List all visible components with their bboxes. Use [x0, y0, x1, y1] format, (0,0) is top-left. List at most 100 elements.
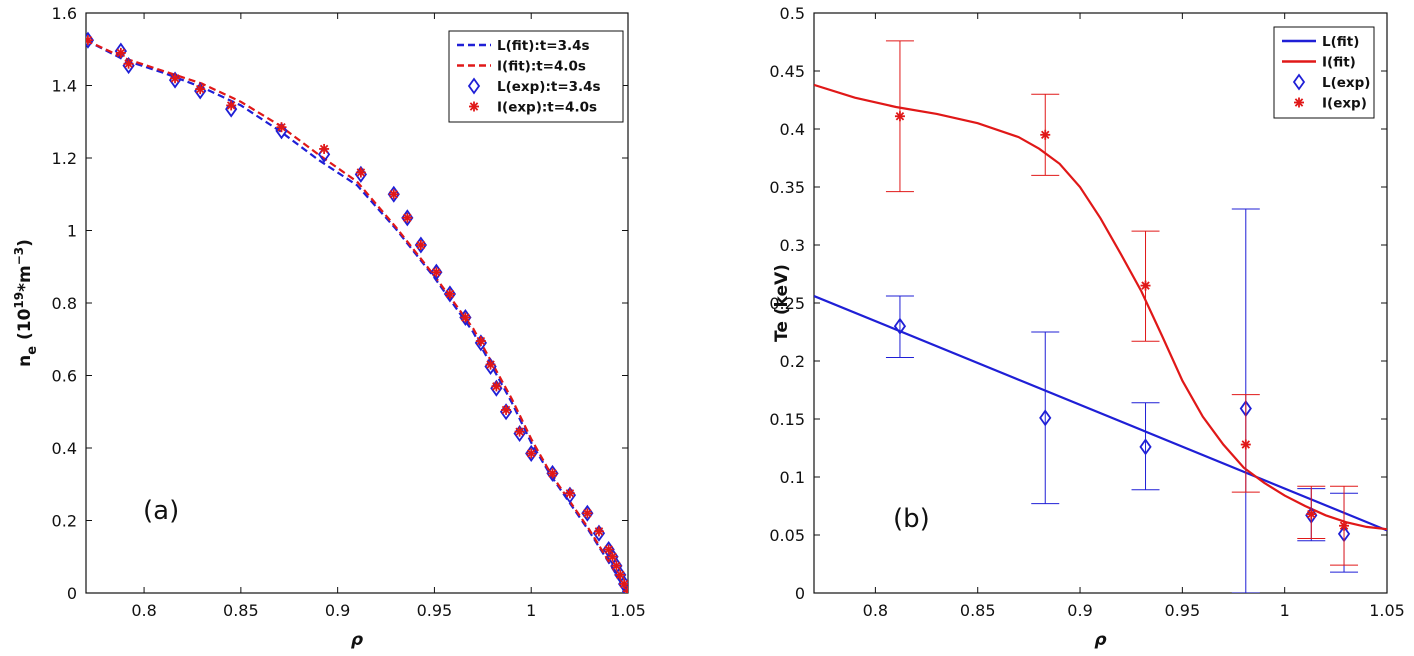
- plot-area: [814, 40, 1387, 593]
- x-tick-label: 0.9: [1067, 601, 1092, 620]
- data-point-stroke: [226, 101, 236, 110]
- data-point: [582, 508, 593, 519]
- series-l-fit-t-3-4s-line: [86, 39, 628, 593]
- data-point-stroke: [565, 489, 575, 498]
- data-point-stroke: [608, 552, 617, 561]
- series-l-fit--line: [814, 294, 1387, 532]
- y-tick-label: 0: [795, 584, 805, 603]
- chart-panel-b: 0.8 0.85 0.9 0.95 1 1.05 0 0.05 0.1 0.15 0.2 0.25 0.…: [769, 4, 1404, 650]
- y-tick-label: 1.6: [52, 4, 77, 23]
- data-point-stroke: [416, 240, 426, 250]
- y-axis-label-part: n: [15, 355, 35, 367]
- data-point-stroke: [170, 74, 180, 83]
- x-tick-label: 0.85: [960, 601, 996, 620]
- data-point-stroke: [623, 586, 628, 593]
- data-point: [1039, 409, 1052, 427]
- data-point-stroke: [356, 168, 366, 177]
- data-point: [491, 381, 502, 392]
- data-point: [460, 312, 471, 323]
- x-tick-label: 0.85: [223, 601, 259, 620]
- y-tick-label: 0.1: [780, 468, 805, 487]
- series-i-fit--line: [814, 83, 1387, 531]
- data-point-stroke: [895, 112, 905, 121]
- data-point-stroke: [476, 336, 486, 346]
- data-point: [475, 336, 486, 347]
- y-tick-label: 0.35: [769, 178, 805, 197]
- data-point: [355, 167, 366, 178]
- legend-swatch: [1294, 97, 1304, 108]
- data-point-stroke: [277, 122, 286, 132]
- x-tick-label: 0.95: [1165, 601, 1201, 620]
- data-point-stroke: [1241, 440, 1251, 449]
- x-axis-label: ρ: [351, 630, 363, 650]
- data-point-stroke: [195, 84, 205, 94]
- data-point-stroke: [486, 360, 495, 369]
- data-point: [225, 100, 238, 118]
- data-point-stroke: [116, 48, 126, 58]
- series-i-exp-t-4-0s-markers: [86, 35, 628, 593]
- data-point: [319, 143, 330, 154]
- x-tick-label: 0.95: [417, 601, 453, 620]
- data-point: [415, 240, 426, 250]
- x-tick-label: 0.9: [325, 601, 350, 620]
- data-point: [514, 426, 525, 437]
- data-point: [893, 317, 907, 335]
- y-tick-label: 0.2: [780, 352, 805, 371]
- data-point: [170, 73, 181, 84]
- y-axis-label-part: *m: [15, 265, 35, 292]
- data-point: [226, 100, 237, 111]
- data-point: [611, 560, 622, 571]
- data-point: [1306, 509, 1317, 520]
- y-tick-label: 0.8: [52, 294, 77, 313]
- data-point: [607, 551, 618, 562]
- data-point-stroke: [445, 289, 455, 299]
- data-point-stroke: [319, 144, 329, 154]
- y-axis-label-part: ): [15, 239, 35, 247]
- data-point: [619, 578, 628, 589]
- x-tick-label: 0.8: [863, 601, 888, 620]
- y-axis-label-part: 19: [12, 292, 26, 309]
- data-point: [603, 544, 614, 555]
- data-point-stroke: [616, 570, 625, 580]
- series-i-fit-t-4-0s-line: [86, 39, 628, 593]
- y-tick-label: 1: [67, 222, 77, 241]
- data-point: [444, 288, 455, 299]
- data-point: [1040, 129, 1051, 140]
- y-tick-label: 0.3: [780, 236, 805, 255]
- data-point-stroke: [389, 190, 399, 199]
- panel-label: (a): [143, 496, 179, 526]
- data-point: [276, 122, 287, 133]
- panel-label: (b): [893, 504, 930, 534]
- legend: L(fit):t=3.4s I(fit):t=4.0s L(exp):t=3.4s I…: [448, 30, 624, 123]
- chart-panel-a: 0.8 0.85 0.9 0.95 1 1.05 0 0.2 0.4 0.6 0.8 1 1.2 1.4 1…: [12, 4, 646, 650]
- y-axis-label: ne (1019*m−3): [12, 239, 40, 367]
- legend-swatch: [469, 101, 479, 112]
- data-point-stroke: [612, 561, 621, 571]
- data-point: [593, 526, 604, 537]
- y-tick-label: 0.6: [52, 367, 77, 386]
- x-tick-label: 1.05: [610, 601, 646, 620]
- data-point: [564, 488, 575, 499]
- data-point: [1139, 438, 1152, 456]
- y-tick-label: 0.5: [780, 4, 805, 23]
- legend-swatch-stroke: [1294, 98, 1304, 107]
- x-tick-label: 0.8: [131, 601, 156, 620]
- data-point-stroke: [86, 35, 93, 44]
- data-point-stroke: [403, 213, 412, 223]
- legend-swatch-stroke: [469, 102, 479, 111]
- legend-entry-label: I(fit):t=4.0s: [497, 59, 586, 75]
- data-point-stroke: [432, 267, 441, 277]
- data-point: [485, 359, 496, 370]
- data-point: [501, 404, 512, 415]
- data-point: [1140, 280, 1151, 291]
- legend-entry-label: L(fit): [1322, 34, 1359, 50]
- data-point-stroke: [501, 405, 511, 415]
- x-tick-label: 1: [526, 601, 536, 620]
- x-tick-label: 1.05: [1369, 601, 1405, 620]
- legend-entry-label: L(exp):t=3.4s: [497, 79, 601, 95]
- data-point: [195, 84, 206, 95]
- legend-entry-label: I(fit): [1322, 55, 1356, 71]
- data-point-stroke: [583, 509, 592, 518]
